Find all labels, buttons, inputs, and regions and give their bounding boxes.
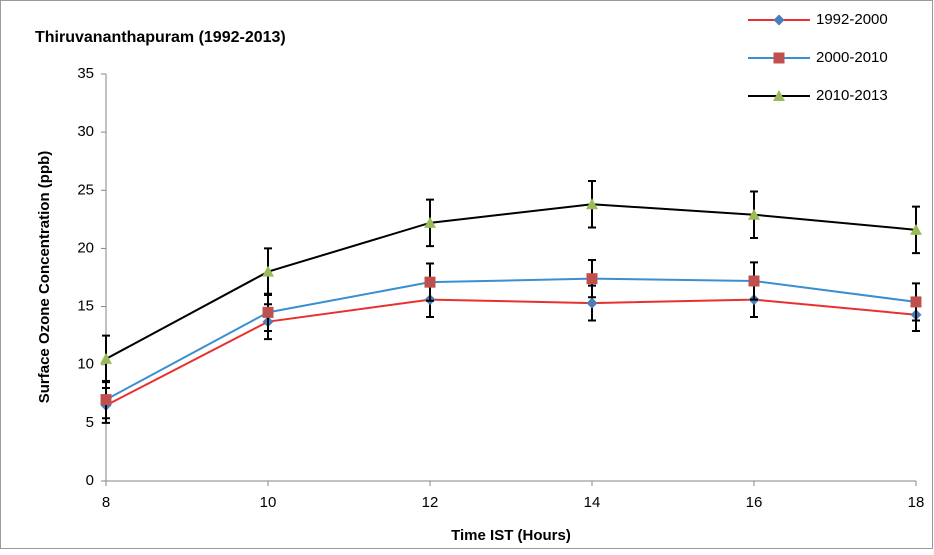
x-tick-label: 8: [102, 494, 110, 511]
data-point: [586, 297, 598, 309]
data-point: [586, 198, 598, 210]
data-point: [748, 275, 760, 287]
data-point: [424, 216, 436, 228]
x-tick-label: 10: [260, 494, 277, 511]
data-point: [262, 265, 274, 277]
legend-marker: [773, 90, 785, 101]
series-line: [105, 203, 917, 360]
x-axis-title: Time IST (Hours): [451, 527, 571, 544]
legend-marker: [773, 14, 785, 26]
x-tick-label: 14: [584, 494, 601, 511]
y-tick-label: 35: [77, 65, 94, 82]
y-tick-label: 15: [77, 298, 94, 315]
legend-label: 1992-2000: [816, 11, 888, 28]
y-tick-label: 30: [77, 123, 94, 140]
data-point: [910, 223, 922, 235]
data-point: [910, 296, 922, 308]
y-tick-label: 10: [77, 356, 94, 373]
y-tick-label: 0: [86, 472, 94, 489]
data-point: [586, 273, 598, 285]
series-line: [105, 277, 917, 401]
data-point: [100, 352, 112, 364]
chart-title: Thiruvananthapuram (1992-2013): [35, 29, 286, 46]
data-point: [748, 208, 760, 220]
y-axis-title: Surface Ozone Concentration (ppb): [36, 151, 53, 404]
data-point: [100, 394, 112, 406]
series-line: [105, 298, 917, 407]
y-tick-label: 5: [86, 414, 94, 431]
y-tick-label: 25: [77, 181, 94, 198]
data-point: [262, 306, 274, 318]
x-tick-label: 18: [908, 494, 925, 511]
legend-marker: [773, 52, 785, 64]
y-tick-label: 20: [77, 239, 94, 256]
x-tick-label: 12: [422, 494, 439, 511]
legend-label: 2000-2010: [816, 49, 888, 66]
x-tick-label: 16: [746, 494, 763, 511]
legend-label: 2010-2013: [816, 87, 888, 104]
data-point: [424, 276, 436, 288]
